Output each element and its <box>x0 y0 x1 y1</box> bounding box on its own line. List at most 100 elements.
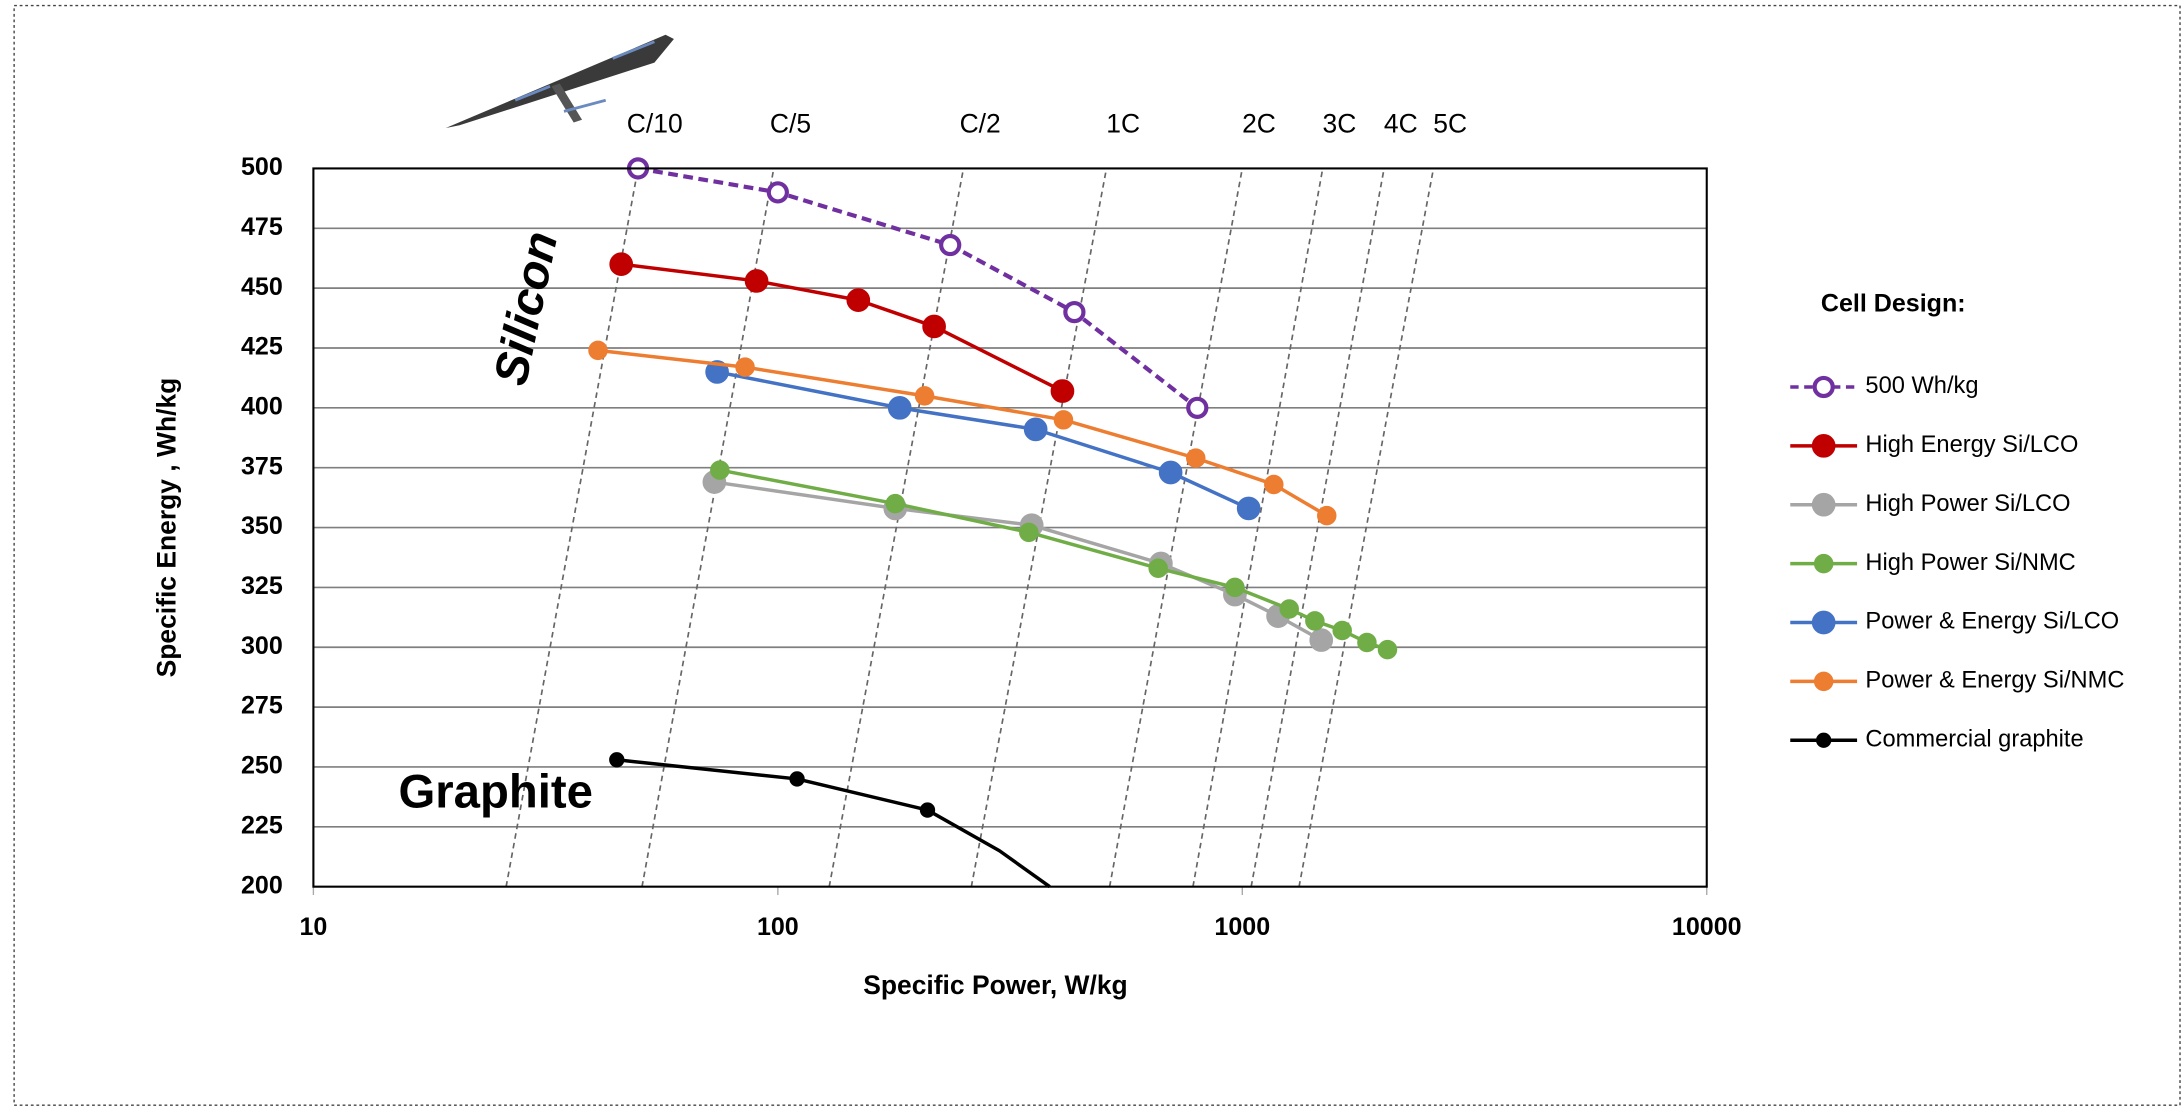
data-point <box>1019 522 1039 543</box>
data-point <box>1053 410 1074 430</box>
x-tick-label: 100 <box>757 913 799 941</box>
y-axis-title: Specific Energy , Wh/kg <box>152 378 182 678</box>
data-point <box>1357 632 1377 653</box>
plot-border <box>312 167 1708 888</box>
legend-label: High Power Si/LCO <box>1865 491 2070 517</box>
x-tick-label: 1000 <box>1214 913 1270 941</box>
rate-line <box>1108 168 1244 887</box>
data-point <box>885 493 906 514</box>
data-point <box>846 288 871 312</box>
legend: 500 Wh/kg High Energy Si/LCO High Power Si… <box>1790 373 2124 752</box>
data-point <box>1377 639 1398 660</box>
legend-marker <box>1813 671 1834 692</box>
series <box>702 470 1334 652</box>
y-tick-label: 300 <box>241 632 283 660</box>
y-tick-label: 425 <box>241 333 283 361</box>
data-point <box>1225 577 1245 598</box>
legend-marker <box>1816 732 1832 748</box>
series <box>588 340 1337 526</box>
data-point <box>1050 379 1075 403</box>
data-point <box>914 386 935 406</box>
data-point <box>1063 300 1086 324</box>
data-point <box>1305 611 1325 631</box>
series-line <box>716 370 1250 510</box>
y-tick-label: 350 <box>241 512 283 540</box>
data-point <box>1332 620 1352 641</box>
frame <box>13 4 2181 1106</box>
y-tick-label: 475 <box>241 213 283 241</box>
data-point <box>1236 496 1261 521</box>
annotation: Silicon <box>484 227 568 390</box>
series-line <box>719 468 1389 652</box>
legend-label: Power & Energy Si/NMC <box>1865 668 2124 694</box>
legend-marker <box>1813 553 1834 574</box>
legend-label: Commercial graphite <box>1865 726 2083 752</box>
data-point <box>588 340 608 361</box>
data-point <box>766 181 789 204</box>
data-point <box>1317 505 1337 526</box>
data-point <box>609 752 625 768</box>
data-point <box>744 269 769 293</box>
data-point <box>1186 396 1209 419</box>
y-tick-label: 250 <box>241 752 283 780</box>
plot <box>588 157 1398 889</box>
legend-label: High Energy Si/LCO <box>1865 432 2078 458</box>
series-line <box>620 262 1064 393</box>
data-point <box>705 360 729 384</box>
y-tick-label: 375 <box>241 452 283 480</box>
x-tick-label: 10000 <box>1672 913 1742 941</box>
rate-line <box>828 168 965 887</box>
y-tick-label: 500 <box>241 153 283 181</box>
y-tick-label: 200 <box>241 871 283 899</box>
data-point <box>1186 448 1206 468</box>
data-point <box>789 771 805 787</box>
y-tick-label: 225 <box>241 811 283 839</box>
data-point <box>919 802 936 818</box>
data-point <box>735 357 755 377</box>
data-point <box>939 233 962 257</box>
rate-line <box>1298 168 1435 887</box>
rate-label: 5C <box>1433 108 1467 138</box>
rate-label: 4C <box>1384 108 1418 138</box>
legend-marker <box>1812 375 1835 399</box>
rate-label: C/10 <box>627 108 683 138</box>
series <box>710 460 1398 660</box>
annotation: Graphite <box>398 765 593 818</box>
data-point <box>609 252 634 277</box>
rate-label: 3C <box>1323 108 1357 138</box>
rate-line <box>505 168 639 887</box>
rate-line <box>1250 168 1385 887</box>
legend-marker <box>1811 492 1836 517</box>
airplane-icon <box>445 34 674 129</box>
data-point <box>922 314 946 339</box>
series-line <box>616 758 1051 889</box>
legend-label: High Power Si/NMC <box>1865 550 2075 576</box>
y-tick-label: 400 <box>241 392 283 420</box>
data-point <box>1309 628 1334 652</box>
data-point <box>1264 474 1284 495</box>
data-point <box>710 460 730 480</box>
y-tick-label: 450 <box>241 273 283 301</box>
axes: 200 225 250 275 300 325 350 375 400 425 450 475 500 1… <box>241 153 1742 941</box>
rate-label: C/2 <box>960 108 1001 138</box>
data-point <box>887 396 912 420</box>
data-point <box>1158 460 1183 485</box>
series <box>609 252 1075 403</box>
y-tick-label: 275 <box>241 692 283 720</box>
legend-marker <box>1811 610 1836 635</box>
legend-label: Power & Energy Si/LCO <box>1865 609 2119 635</box>
x-tick-label: 10 <box>299 913 327 941</box>
rate-lines: C/10 C/5 C/2 1C 2C 3C 4C 5C <box>505 108 1467 887</box>
rate-label: C/5 <box>770 108 811 138</box>
data-point <box>1279 599 1299 619</box>
legend-title: Cell Design: <box>1821 289 1966 317</box>
legend-label: 500 Wh/kg <box>1865 373 1978 399</box>
rate-line <box>1192 168 1324 887</box>
y-tick-label: 325 <box>241 572 283 600</box>
rate-label: 2C <box>1242 108 1276 138</box>
series-line <box>714 480 1323 642</box>
legend-marker <box>1811 434 1836 458</box>
data-point <box>1148 558 1168 578</box>
rate-label: 1C <box>1106 108 1140 138</box>
